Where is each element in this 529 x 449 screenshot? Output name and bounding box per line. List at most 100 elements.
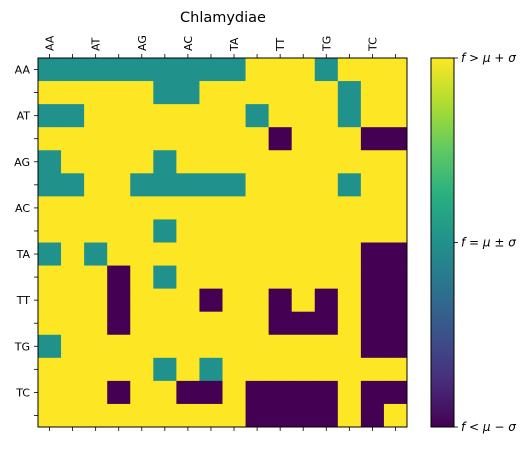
heatmap-cell [61, 58, 85, 82]
heatmap-cell [245, 311, 269, 336]
heatmap-cell [337, 173, 362, 197]
heatmap-cell [291, 104, 316, 128]
heatmap-cell [153, 104, 177, 128]
heatmap-cell [314, 81, 339, 105]
colorbar-tick-label: f < μ − σ [461, 420, 516, 434]
heatmap-cell [360, 196, 385, 220]
heatmap-cell [383, 242, 408, 266]
heatmap-cell [245, 127, 269, 151]
colorbar [430, 57, 455, 428]
heatmap-cell [360, 403, 385, 428]
heatmap-cell [176, 196, 200, 220]
heatmap-cell [268, 380, 293, 405]
heatmap-cell [130, 242, 154, 266]
heatmap-cell [199, 127, 223, 151]
heatmap-cell [245, 380, 269, 405]
heatmap-cell [291, 380, 316, 405]
heatmap-cell [314, 265, 339, 289]
heatmap-cell [84, 357, 108, 382]
heatmap-cell [38, 219, 62, 243]
heatmap-cell [130, 403, 154, 428]
heatmap-cell [199, 58, 223, 82]
heatmap-cell [107, 380, 131, 405]
heatmap-cell [61, 104, 85, 128]
y-tick-label: TA [16, 248, 31, 261]
heatmap-cell [38, 150, 62, 174]
heatmap-cell [84, 403, 108, 428]
heatmap-cell [268, 81, 293, 105]
heatmap-cell [38, 288, 62, 313]
heatmap-cell [84, 150, 108, 174]
heatmap-cell [360, 311, 385, 336]
heatmap-cell [268, 58, 293, 82]
heatmap-cell [337, 150, 362, 174]
heatmap-cell [291, 403, 316, 428]
y-axis-ticks: AA AT AG AC TA TT TG TC [14, 64, 38, 416]
heatmap-cell [222, 265, 246, 289]
heatmap-cell [130, 265, 154, 289]
heatmap-cell [383, 173, 408, 197]
heatmap-cell [84, 104, 108, 128]
heatmap-cell [107, 334, 131, 359]
heatmap-cell [360, 380, 385, 405]
heatmap-cell [314, 380, 339, 405]
heatmap-cell [245, 403, 269, 428]
heatmap-cell [176, 311, 200, 336]
heatmap-cell [153, 265, 177, 289]
heatmap-cell [222, 219, 246, 243]
heatmap-cell [383, 196, 408, 220]
heatmap-cell [153, 311, 177, 336]
heatmap-cell [383, 334, 408, 359]
heatmap-cell [176, 127, 200, 151]
heatmap-cell [38, 265, 62, 289]
heatmap-cell [107, 173, 131, 197]
heatmap-cell [268, 357, 293, 382]
heatmap-cell [383, 380, 408, 405]
x-tick-label: AT [90, 37, 103, 51]
heatmap-cell [291, 288, 316, 313]
heatmap-cell [107, 58, 131, 82]
heatmap-cell [314, 334, 339, 359]
heatmap-cell [337, 219, 362, 243]
x-axis-ticks: AA AT AG AC TA TT TG TC [44, 35, 396, 431]
heatmap-cell [383, 357, 408, 382]
heatmap-cell [61, 403, 85, 428]
heatmap-cell [314, 219, 339, 243]
heatmap-cell [360, 58, 385, 82]
heatmap-cell [383, 127, 408, 151]
heatmap-cell [245, 104, 269, 128]
heatmap-cell [222, 242, 246, 266]
heatmap-cell [107, 81, 131, 105]
heatmap-cell [268, 104, 293, 128]
heatmap-cell [360, 104, 385, 128]
heatmap-cell [222, 196, 246, 220]
heatmap-cell [130, 380, 154, 405]
heatmap-cell [383, 219, 408, 243]
y-tick-label: AC [15, 202, 30, 215]
heatmap-cell [84, 81, 108, 105]
heatmap-cell [38, 81, 62, 105]
heatmap-cell [153, 81, 177, 105]
heatmap-cell [61, 196, 85, 220]
heatmap-cell [107, 242, 131, 266]
heatmap-cell [61, 265, 85, 289]
heatmap-cell [61, 150, 85, 174]
x-tick-label: TA [228, 37, 241, 52]
heatmap-cell [291, 311, 316, 336]
heatmap-cell [38, 334, 62, 359]
chart-title: Chlamydiae [180, 10, 266, 26]
heatmap-cell [314, 311, 339, 336]
heatmap-cell [84, 196, 108, 220]
heatmap-cell [337, 58, 362, 82]
heatmap-cell [360, 242, 385, 266]
colorbar-tick-label: f > μ + σ [461, 51, 516, 65]
heatmap-cell [245, 288, 269, 313]
heatmap-cell [130, 150, 154, 174]
heatmap-cell [38, 104, 62, 128]
heatmap-cell [314, 127, 339, 151]
heatmap-cell [222, 288, 246, 313]
heatmap-cell [153, 173, 177, 197]
heatmap-cell [360, 288, 385, 313]
heatmap-cell [38, 196, 62, 220]
